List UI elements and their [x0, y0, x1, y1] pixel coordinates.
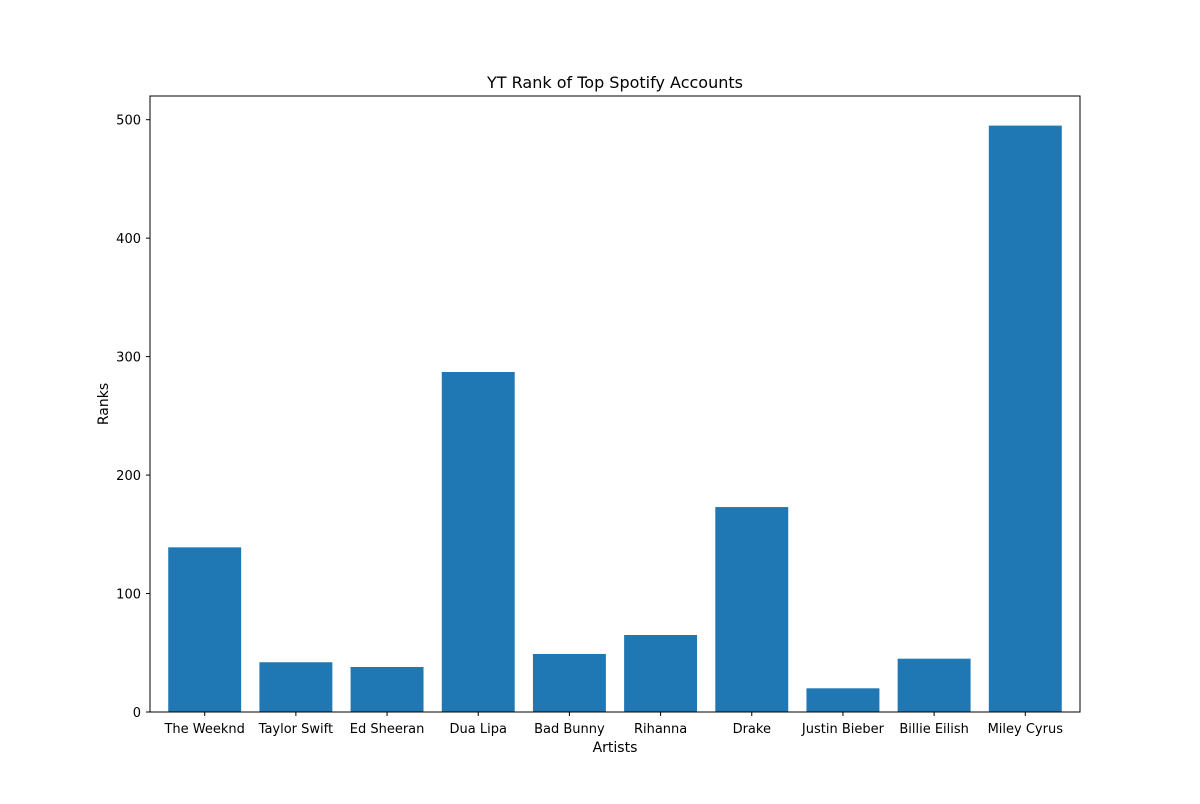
y-tick-label: 100 — [116, 588, 141, 603]
y-tick-label: 0 — [133, 706, 141, 721]
y-axis: 0 100 200 300 400 500 — [116, 114, 150, 721]
chart-title: YT Rank of Top Spotify Accounts — [486, 73, 743, 92]
y-tick-label: 300 — [116, 351, 141, 366]
x-tick-label: Dua Lipa — [450, 722, 507, 737]
bar-rihanna — [624, 635, 698, 712]
x-tick-label: Taylor Swift — [258, 722, 333, 737]
bars-group — [168, 125, 1062, 713]
x-tick-label: Billie Eilish — [899, 722, 969, 737]
plot-frame — [149, 95, 1081, 713]
x-tick-label: Ed Sheeran — [350, 722, 425, 737]
x-tick-label: Miley Cyrus — [988, 722, 1064, 737]
x-axis-label: Artists — [593, 740, 638, 756]
y-tick-label: 200 — [116, 469, 141, 484]
bar-billie-eilish — [897, 658, 971, 712]
x-tick-label: Drake — [733, 722, 771, 737]
bar-bad-bunny — [532, 653, 606, 712]
x-axis: The Weeknd Taylor Swift Ed Sheeran Dua Lipa… — [163, 712, 1063, 737]
x-tick-label: Bad Bunny — [534, 722, 605, 737]
bar-the-weeknd — [168, 547, 242, 712]
y-tick-label: 400 — [116, 232, 141, 247]
x-tick-label: Rihanna — [634, 722, 687, 737]
y-tick-label: 500 — [116, 114, 141, 129]
bar-taylor-swift — [259, 662, 333, 712]
bar-dua-lipa — [441, 372, 515, 712]
y-axis-label: Ranks — [96, 383, 112, 425]
bar-ed-sheeran — [350, 666, 424, 712]
x-tick-label: Justin Bieber — [801, 722, 885, 737]
bar-drake — [715, 507, 789, 712]
bar-justin-bieber — [806, 688, 880, 712]
x-tick-label: The Weeknd — [163, 722, 244, 737]
bar-miley-cyrus — [988, 125, 1062, 713]
